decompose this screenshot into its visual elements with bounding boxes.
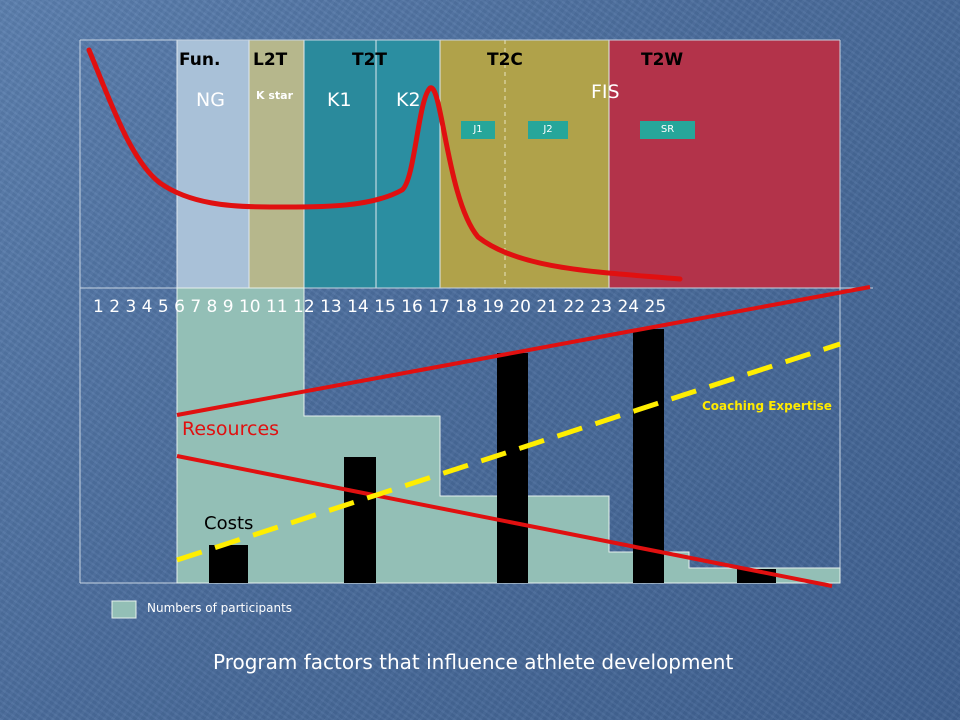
cost-bar <box>633 329 664 583</box>
legend-participants-label: Numbers of participants <box>147 601 293 615</box>
stage-label-l2t: L2T <box>253 50 288 70</box>
performance-curve <box>86 47 683 282</box>
panel-k2 <box>376 40 440 288</box>
resources-line <box>176 285 871 417</box>
panel-k1 <box>304 40 376 288</box>
substage-label-fis: FIS <box>591 81 620 103</box>
legend-swatch <box>111 600 137 619</box>
box-sr: SR <box>640 121 695 139</box>
substage-label-ng: NG <box>196 89 225 111</box>
substage-label-kstar: K star <box>256 89 294 102</box>
stage-label-fun: Fun. <box>179 50 221 70</box>
panel-fundamentals <box>177 40 249 288</box>
substage-label-k1: K1 <box>327 89 352 111</box>
box-j2: J2 <box>528 121 568 139</box>
age-axis-labels: 1 2 3 4 5 6 7 8 9 10 11 12 13 14 15 16 1… <box>93 297 667 317</box>
cost-bar <box>497 353 528 583</box>
panel-t2c <box>440 40 609 288</box>
costs-label: Costs <box>204 513 254 534</box>
participants-step-area <box>176 287 841 584</box>
coaching-expertise-label: Coaching Expertise <box>702 399 832 413</box>
panel-l2t <box>249 40 304 288</box>
box-j1: J1 <box>461 121 495 139</box>
stage-label-t2t: T2T <box>352 50 388 70</box>
diagram-caption: Program factors that influence athlete d… <box>213 650 734 674</box>
stage-label-t2w: T2W <box>641 50 684 70</box>
substage-label-k2: K2 <box>396 89 421 111</box>
stage-label-t2c: T2C <box>487 50 523 70</box>
cost-bar <box>209 545 248 583</box>
coaching-expertise-line <box>176 341 841 563</box>
cost-bar <box>344 457 376 583</box>
costs-line <box>176 454 833 588</box>
panel-t2w <box>609 40 840 288</box>
resources-label: Resources <box>182 418 280 440</box>
